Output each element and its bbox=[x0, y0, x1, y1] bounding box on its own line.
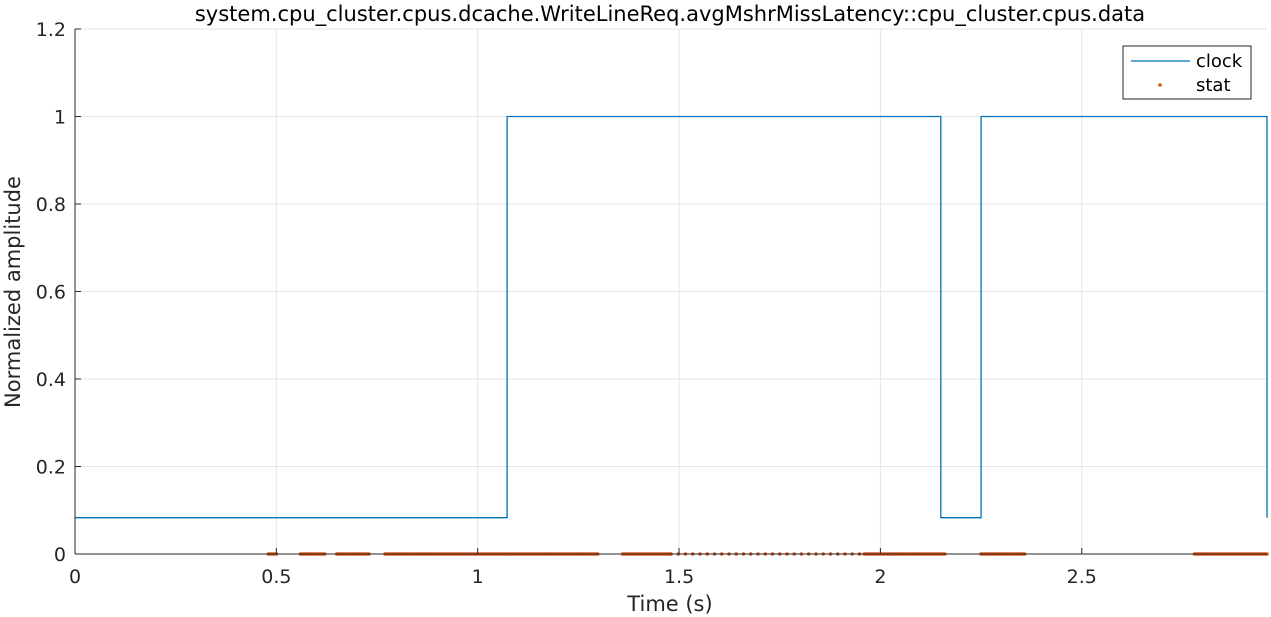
y-tick-label: 0 bbox=[54, 544, 66, 566]
tick-labels: 0 0.5 1 1.5 2 2.5 0 0.2 0.4 0.6 0.8 1 1.2 bbox=[36, 19, 1097, 588]
plot-area bbox=[75, 115, 1269, 556]
chart-title: system.cpu_cluster.cpus.dcache.WriteLine… bbox=[195, 2, 1145, 27]
legend: clock stat bbox=[1122, 45, 1252, 100]
y-tick-label: 0.6 bbox=[36, 282, 66, 304]
legend-clock-label: clock bbox=[1196, 51, 1243, 72]
x-tick-label: 2 bbox=[874, 566, 886, 588]
axes bbox=[74, 28, 1267, 555]
legend-stat-label: stat bbox=[1196, 75, 1231, 96]
y-tick-label: 0.2 bbox=[36, 457, 66, 479]
y-tick-label: 0.4 bbox=[36, 369, 66, 391]
x-tick-label: 2.5 bbox=[1067, 566, 1097, 588]
x-tick-label: 0 bbox=[69, 566, 81, 588]
x-tick-label: 0.5 bbox=[261, 566, 291, 588]
y-tick-label: 1 bbox=[54, 107, 66, 129]
y-axis-label: Normalized amplitude bbox=[1, 176, 25, 408]
x-tick-label: 1 bbox=[472, 566, 484, 588]
x-axis-label: Time (s) bbox=[626, 592, 712, 616]
legend-stat-swatch bbox=[1158, 83, 1162, 87]
y-tick-label: 0.8 bbox=[36, 194, 66, 216]
clock-series-line bbox=[75, 115, 1268, 519]
x-tick-label: 1.5 bbox=[664, 566, 694, 588]
legend-box bbox=[1122, 45, 1252, 100]
y-tick-label: 1.2 bbox=[36, 19, 66, 41]
